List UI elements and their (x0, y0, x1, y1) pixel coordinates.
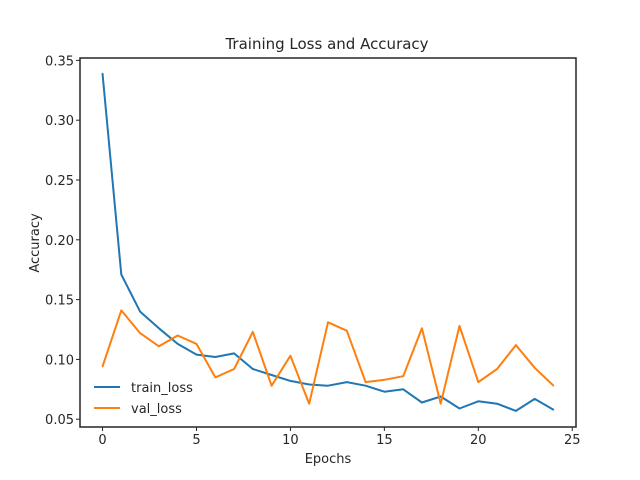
x-tick-label: 20 (470, 433, 487, 448)
data-point-train_loss (383, 390, 386, 393)
data-point-val_loss (364, 381, 367, 383)
data-point-train_loss (477, 400, 480, 403)
data-point-val_loss (477, 381, 480, 383)
chart-title: Training Loss and Accuracy (224, 35, 428, 53)
data-point-train_loss (195, 353, 198, 356)
y-tick-label: 0.20 (45, 234, 74, 249)
data-point-val_loss (158, 345, 160, 348)
data-point-train_loss (139, 310, 141, 313)
data-point-train_loss (552, 408, 555, 411)
data-point-val_loss (120, 309, 123, 312)
data-point-val_loss (176, 334, 179, 337)
data-point-val_loss (101, 365, 104, 368)
plot-area-frame (79, 57, 577, 428)
x-tick-label: 10 (282, 433, 299, 448)
data-point-train_loss (252, 368, 254, 370)
data-point-val_loss (345, 329, 348, 332)
y-tick-label: 0.05 (45, 413, 74, 428)
legend: train_loss val_loss (94, 381, 193, 417)
data-point-val_loss (139, 332, 141, 334)
x-tick-label: 25 (564, 433, 581, 448)
data-point-val_loss (439, 402, 442, 405)
data-point-train_loss (421, 401, 423, 404)
y-axis: 0.05 0.10 0.15 0.20 0.25 0.30 0.35 (45, 54, 80, 428)
data-point-val_loss (233, 368, 235, 370)
data-point-train_loss (270, 374, 273, 376)
data-point-val_loss (308, 402, 311, 405)
data-point-train_loss (515, 410, 517, 412)
data-point-train_loss (308, 383, 311, 386)
y-tick-label: 0.15 (45, 294, 74, 309)
data-point-train_loss (101, 72, 104, 75)
data-point-val_loss (402, 375, 404, 377)
data-point-val_loss (214, 376, 217, 379)
data-point-train_loss (120, 273, 123, 276)
series-lines (101, 72, 555, 412)
data-point-train_loss (214, 356, 217, 358)
data-point-val_loss (552, 384, 555, 387)
data-point-val_loss (270, 384, 273, 387)
legend-label-val_loss: val_loss (131, 402, 182, 417)
data-point-train_loss (289, 380, 292, 382)
data-point-val_loss (458, 325, 461, 327)
series-line-train_loss (101, 73, 554, 412)
x-axis-label: Epochs (305, 452, 352, 467)
x-tick-label: 0 (98, 433, 106, 448)
y-tick-label: 0.25 (45, 174, 74, 189)
x-tick-label: 5 (192, 433, 200, 448)
data-point-train_loss (439, 395, 442, 398)
data-point-val_loss (195, 343, 198, 345)
data-point-train_loss (458, 407, 461, 410)
data-point-val_loss (252, 331, 254, 333)
data-point-train_loss (233, 352, 235, 355)
data-point-train_loss (176, 343, 179, 345)
data-point-train_loss (158, 327, 160, 330)
data-point-val_loss (289, 355, 292, 357)
data-point-val_loss (327, 321, 329, 324)
data-point-val_loss (421, 327, 423, 330)
y-tick-label: 0.30 (45, 114, 74, 129)
x-axis: 0 5 10 15 20 25 (98, 427, 581, 448)
data-point-val_loss (383, 378, 386, 381)
data-point-val_loss (496, 368, 498, 370)
data-point-train_loss (345, 381, 348, 383)
legend-label-train_loss: train_loss (131, 381, 193, 396)
y-tick-label: 0.10 (45, 353, 74, 368)
data-point-val_loss (515, 344, 517, 346)
y-axis-label: Accuracy (28, 213, 43, 273)
y-tick-label: 0.35 (45, 54, 74, 69)
x-tick-label: 15 (376, 433, 393, 448)
data-point-train_loss (496, 402, 498, 405)
data-point-train_loss (402, 388, 404, 391)
data-point-train_loss (327, 384, 329, 387)
data-point-train_loss (533, 398, 536, 400)
data-point-train_loss (364, 384, 367, 387)
data-point-val_loss (533, 366, 536, 369)
